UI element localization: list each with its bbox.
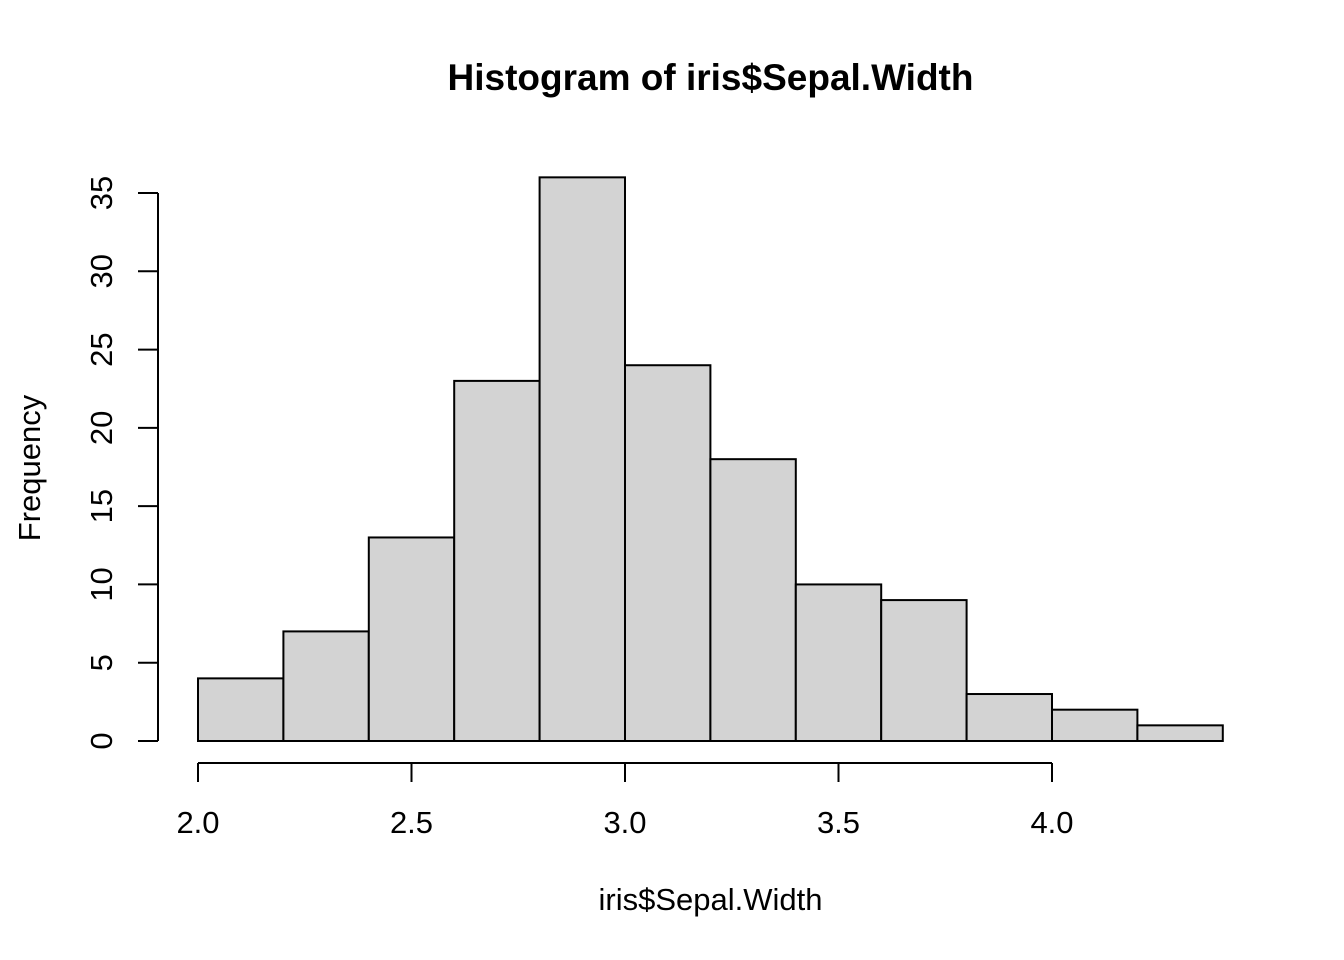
histogram-bar	[453, 379, 541, 742]
histogram-bar	[794, 583, 883, 742]
y-tick-label: 0	[84, 732, 119, 749]
histogram-bar	[367, 536, 456, 742]
y-tick-label: 35	[84, 176, 119, 210]
histogram-bar	[709, 458, 797, 742]
x-tick-label: 3.5	[817, 805, 860, 840]
histogram-bar	[1051, 708, 1139, 742]
y-tick-label: 10	[84, 567, 119, 601]
histogram-bar	[1136, 724, 1224, 743]
x-tick-label: 4.0	[1030, 805, 1073, 840]
histogram-bar	[624, 364, 712, 742]
y-tick-label: 30	[84, 254, 119, 288]
histogram-bar	[197, 677, 285, 743]
y-tick-label: 5	[84, 654, 119, 671]
histogram-bar	[282, 630, 370, 742]
y-tick-label: 15	[84, 489, 119, 523]
x-tick-label: 2.0	[176, 805, 219, 840]
x-tick-label: 3.0	[603, 805, 646, 840]
y-tick-label: 20	[84, 411, 119, 445]
histogram-bar	[880, 599, 968, 742]
x-axis-label: iris$Sepal.Width	[598, 882, 823, 917]
x-tick-label: 2.5	[390, 805, 433, 840]
histogram-bar	[965, 693, 1053, 742]
histogram-bar	[538, 176, 626, 742]
chart-title: Histogram of iris$Sepal.Width	[447, 57, 974, 98]
y-tick-label: 25	[84, 332, 119, 366]
